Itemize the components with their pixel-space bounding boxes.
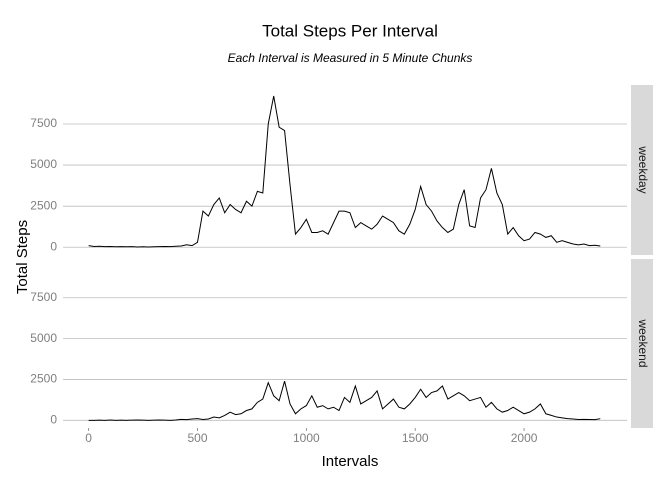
x-tick-label: 500 xyxy=(187,431,207,445)
x-tick-label: 2000 xyxy=(511,431,538,445)
y-axis-label: Total Steps xyxy=(14,220,31,294)
y-tick-label: 0 xyxy=(50,239,57,253)
facet-label: weekend xyxy=(636,318,650,367)
y-tick-label: 5000 xyxy=(30,331,57,345)
chart-subtitle: Each Interval is Measured in 5 Minute Ch… xyxy=(228,51,473,65)
series-line xyxy=(88,95,601,248)
y-tick-label: 0 xyxy=(50,412,57,426)
y-tick-label: 7500 xyxy=(30,116,57,130)
y-tick-label: 2500 xyxy=(30,198,57,212)
y-tick-label: 5000 xyxy=(30,157,57,171)
x-tick-label: 1500 xyxy=(402,431,429,445)
x-tick-label: 0 xyxy=(85,431,92,445)
y-tick-label: 2500 xyxy=(30,372,57,386)
x-tick-label: 1000 xyxy=(293,431,320,445)
x-axis-label: Intervals xyxy=(322,453,379,470)
facet-strip xyxy=(631,259,653,428)
y-tick-label: 7500 xyxy=(30,290,57,304)
chart-title: Total Steps Per Interval xyxy=(262,21,438,40)
facet-label: weekday xyxy=(636,145,650,193)
series-line xyxy=(88,380,601,421)
facet-strip xyxy=(631,85,653,255)
